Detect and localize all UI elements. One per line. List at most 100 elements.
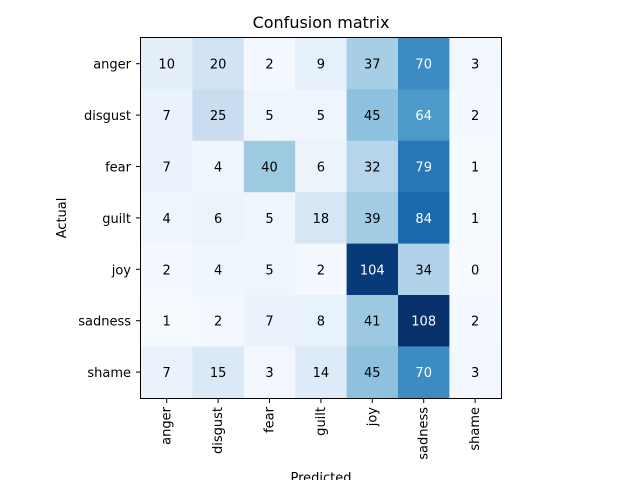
heatmap-cell-joy-fear — [243, 243, 296, 296]
heatmap-cell-guilt-shame — [449, 192, 502, 245]
cell-value-disgust-shame: 2 — [471, 109, 479, 124]
x-tick-label-sadness: sadness — [417, 407, 432, 460]
heatmap-cell-joy-sadness — [398, 243, 450, 296]
y-axis-label: Actual — [55, 198, 70, 239]
heatmap-cell-sadness-fear — [243, 295, 296, 347]
heatmap-cell-anger-sadness — [398, 38, 450, 90]
heatmap-cell-guilt-disgust — [192, 192, 245, 245]
cell-value-anger-joy: 37 — [364, 58, 381, 73]
y-tick-label-disgust: disgust — [84, 109, 131, 124]
heatmap-cell-fear-guilt — [295, 140, 348, 193]
x-axis-ticks: anger disgust fear guilt joy sadness shame — [160, 398, 483, 460]
heatmap-cell-anger-disgust — [192, 38, 245, 90]
x-tick-label-fear: fear — [263, 406, 278, 433]
heatmap-cell-anger-fear — [243, 38, 296, 90]
y-tick-label-fear: fear — [105, 161, 132, 176]
heatmap-cell-sadness-joy — [346, 295, 399, 347]
heatmap-cell-anger-joy — [346, 38, 399, 90]
heatmap-cells — [141, 38, 502, 399]
y-tick-label-sadness: sadness — [78, 315, 131, 330]
cell-value-anger-fear: 2 — [265, 58, 273, 73]
cell-value-fear-guilt: 6 — [317, 161, 325, 176]
cell-value-fear-anger: 7 — [163, 161, 171, 176]
heatmap-cell-fear-disgust — [192, 140, 245, 193]
cell-value-shame-anger: 7 — [163, 366, 171, 381]
cell-value-anger-anger: 10 — [158, 58, 175, 73]
cell-value-shame-shame: 3 — [471, 366, 479, 381]
cell-value-sadness-guilt: 8 — [317, 315, 325, 330]
heatmap-cell-shame-fear — [243, 346, 296, 399]
heatmap-cell-labels: 10 20 2 9 37 70 37 25 5 5 45 64 27 4 40 6 32 79 14 6 5 18 39 84… — [158, 58, 479, 381]
cell-value-joy-fear: 5 — [265, 263, 273, 278]
cell-value-disgust-joy: 45 — [364, 109, 381, 124]
heatmap-cell-joy-joy — [346, 243, 399, 296]
cell-value-joy-guilt: 2 — [317, 263, 325, 278]
cell-value-disgust-sadness: 64 — [415, 109, 432, 124]
cell-value-sadness-shame: 2 — [471, 315, 479, 330]
heatmap-cell-sadness-anger — [141, 295, 193, 347]
y-tick-label-guilt: guilt — [102, 212, 131, 227]
cell-value-joy-anger: 2 — [163, 263, 171, 278]
heatmap-cell-anger-guilt — [295, 38, 348, 90]
x-tick-label-shame: shame — [468, 407, 483, 451]
cell-value-joy-shame: 0 — [471, 263, 479, 278]
heatmap-cell-anger-anger — [141, 38, 193, 90]
heatmap-cell-guilt-fear — [243, 192, 296, 245]
cell-value-disgust-guilt: 5 — [317, 109, 325, 124]
cell-value-fear-joy: 32 — [364, 161, 381, 176]
x-axis-label: Predicted — [290, 471, 351, 480]
x-tick-label-guilt: guilt — [314, 407, 329, 436]
heatmap-cell-joy-disgust — [192, 243, 245, 296]
cell-value-guilt-joy: 39 — [364, 212, 381, 227]
cell-value-disgust-disgust: 25 — [210, 109, 227, 124]
cell-value-fear-disgust: 4 — [214, 161, 222, 176]
heatmap-cell-sadness-disgust — [192, 295, 245, 347]
heatmap-cell-joy-anger — [141, 243, 193, 296]
cell-value-sadness-disgust: 2 — [214, 315, 222, 330]
heatmap-cell-guilt-guilt — [295, 192, 348, 245]
cell-value-anger-sadness: 70 — [415, 58, 432, 73]
heatmap-cell-sadness-shame — [449, 295, 502, 347]
heatmap-cell-sadness-guilt — [295, 295, 348, 347]
cell-value-sadness-joy: 41 — [364, 315, 381, 330]
cell-value-joy-sadness: 34 — [415, 263, 432, 278]
chart-title: Confusion matrix — [253, 13, 390, 32]
heatmap-cell-shame-anger — [141, 346, 193, 399]
y-tick-label-shame: shame — [87, 366, 131, 381]
cell-value-guilt-disgust: 6 — [214, 212, 222, 227]
heatmap-cell-fear-shame — [449, 140, 502, 193]
heatmap-cell-shame-shame — [449, 346, 502, 399]
heatmap-cell-shame-guilt — [295, 346, 348, 399]
heatmap-cell-fear-joy — [346, 140, 399, 193]
heatmap-cell-fear-sadness — [398, 140, 450, 193]
x-tick-label-joy: joy — [365, 407, 380, 428]
heatmap-cell-disgust-sadness — [398, 89, 450, 142]
cell-value-shame-fear: 3 — [265, 366, 273, 381]
cell-value-fear-shame: 1 — [471, 161, 479, 176]
cell-value-joy-joy: 104 — [360, 263, 385, 278]
heatmap-cell-disgust-guilt — [295, 89, 348, 142]
heatmap-cell-joy-shame — [449, 243, 502, 296]
heatmap-cell-joy-guilt — [295, 243, 348, 296]
cell-value-guilt-sadness: 84 — [415, 212, 432, 227]
heatmap-cell-guilt-joy — [346, 192, 399, 245]
cell-value-joy-disgust: 4 — [214, 263, 222, 278]
heatmap-cell-disgust-joy — [346, 89, 399, 142]
heatmap-cell-anger-shame — [449, 38, 502, 90]
y-tick-label-joy: joy — [111, 263, 132, 278]
cell-value-shame-sadness: 70 — [415, 366, 432, 381]
cell-value-guilt-guilt: 18 — [313, 212, 330, 227]
cell-value-disgust-fear: 5 — [265, 109, 273, 124]
cell-value-fear-sadness: 79 — [415, 161, 432, 176]
heatmap-cell-shame-sadness — [398, 346, 450, 399]
cell-value-fear-fear: 40 — [261, 161, 278, 176]
cell-value-shame-joy: 45 — [364, 366, 381, 381]
heatmap-cell-disgust-fear — [243, 89, 296, 142]
heatmap-cell-disgust-shame — [449, 89, 502, 142]
heatmap-cell-disgust-disgust — [192, 89, 245, 142]
heatmap-cell-guilt-anger — [141, 192, 193, 245]
cell-value-shame-disgust: 15 — [210, 366, 227, 381]
cell-value-disgust-anger: 7 — [163, 109, 171, 124]
cell-value-anger-disgust: 20 — [210, 58, 227, 73]
